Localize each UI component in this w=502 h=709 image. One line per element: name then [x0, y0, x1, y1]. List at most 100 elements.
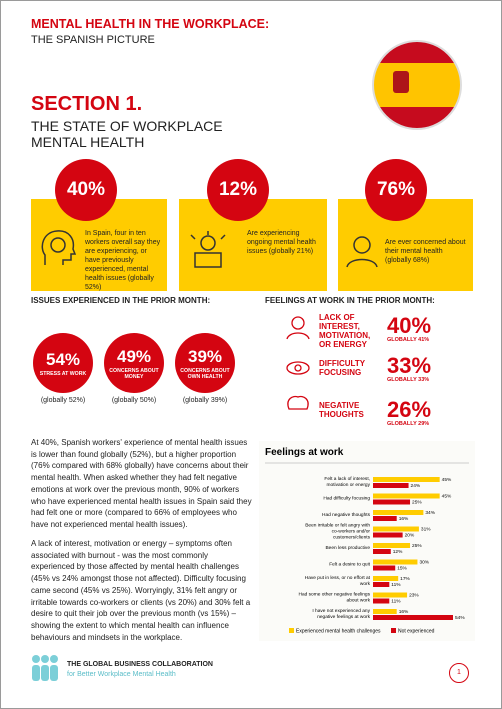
- paragraph: At 40%, Spanish workers' experience of m…: [31, 438, 252, 529]
- bar: [373, 532, 403, 538]
- value-label: 31%: [421, 526, 431, 532]
- worry-icon: [346, 236, 378, 268]
- section-subtitle: THE STATE OF WORKPLACE MENTAL HEALTH: [31, 118, 223, 150]
- stat-value: 12%: [218, 179, 258, 200]
- value-label: 54%: [455, 615, 465, 621]
- bar: [373, 483, 409, 488]
- issue-circle: 49% CONCERNS ABOUT MONEY: [104, 333, 164, 393]
- bar: [373, 493, 440, 499]
- feeling-label: NEGATIVE THOUGHTS: [319, 401, 364, 419]
- page-number: 1: [449, 663, 469, 683]
- issue-circle: 54% STRESS AT WORK: [33, 333, 93, 393]
- category-label: Been irritable or felt angry with co-work…: [305, 523, 370, 541]
- category-label: Felt a desire to quit: [329, 562, 370, 568]
- issue-value: 39%: [187, 346, 223, 366]
- category-label: I have not experienced any negative feeli…: [312, 608, 370, 620]
- legend-label: Not experienced: [398, 628, 435, 634]
- value-label: 45%: [442, 477, 452, 483]
- value-label: 17%: [400, 576, 410, 582]
- bar: [373, 609, 397, 614]
- value-label: 12%: [393, 549, 403, 555]
- value-label: 25%: [412, 499, 422, 505]
- stat-text: Are ever concerned about their mental he…: [385, 239, 466, 264]
- bar: [373, 510, 424, 515]
- feeling-global: GLOBALLY 41%: [387, 337, 430, 343]
- stat-value: 40%: [66, 179, 106, 200]
- value-label: 16%: [399, 516, 409, 522]
- chart-title: Feelings at work: [265, 447, 344, 458]
- category-label: Felt a lack of interest, motivation or en…: [324, 476, 370, 488]
- stat-value: 76%: [376, 179, 416, 200]
- spain-flag: [372, 40, 462, 130]
- bar: [373, 549, 391, 554]
- legend-swatch: [289, 628, 294, 633]
- value-label: 11%: [391, 598, 401, 604]
- legend-swatch: [391, 628, 396, 633]
- issue-label: STRESS AT WORK: [39, 370, 87, 377]
- feelings-chart: Feelings at work Felt a lack of interest…: [259, 441, 475, 641]
- head-icon: [41, 230, 77, 265]
- category-label: Had some other negative feelings about wo…: [299, 592, 371, 604]
- feeling-value: 26%: [387, 397, 432, 422]
- bar: [373, 516, 397, 521]
- stat-circle: 40%: [55, 159, 117, 221]
- value-label: 11%: [391, 582, 401, 588]
- value-label: 23%: [409, 592, 419, 598]
- bar: [373, 582, 390, 587]
- value-label: 25%: [412, 543, 422, 549]
- stat-circle: 12%: [207, 159, 269, 221]
- feeling-global: GLOBALLY 33%: [387, 377, 430, 383]
- footer-tagline: for Better Workplace Mental Health: [67, 671, 176, 678]
- issue-global: (globally 52%): [40, 397, 86, 404]
- paragraph: A lack of interest, motivation or energy…: [31, 539, 251, 642]
- issue-global: (globally 39%): [182, 397, 228, 404]
- issues-heading: ISSUES EXPERIENCED IN THE PRIOR MONTH:: [31, 296, 211, 305]
- header-title: MENTAL HEALTH IN THE WORKPLACE:: [31, 17, 270, 31]
- category-label: Have put in less, or no effort at work: [305, 575, 371, 587]
- feeling-label: LACK OF INTEREST, MOTIVATION, OR ENERGY: [319, 313, 371, 349]
- value-label: 20%: [405, 532, 415, 538]
- logo-icon: [32, 655, 58, 681]
- category-label: Been less productive: [325, 545, 370, 551]
- footer-org: THE GLOBAL BUSINESS COLLABORATION: [67, 661, 213, 668]
- section-title: SECTION 1.: [31, 93, 143, 115]
- bar: [373, 526, 419, 532]
- legend-label: Experienced mental health challenges: [296, 628, 381, 634]
- issue-value: 49%: [116, 346, 152, 366]
- value-label: 45%: [442, 493, 452, 499]
- bar: [373, 592, 408, 598]
- issue-label: CONCERNS ABOUT MONEY: [109, 367, 159, 380]
- category-label: Had difficulty focusing: [323, 496, 370, 502]
- bar: [373, 477, 440, 482]
- feeling-value: 33%: [387, 353, 432, 378]
- stat-text: In Spain, four in ten workers overall sa…: [85, 230, 161, 291]
- bar: [373, 543, 411, 548]
- bar: [373, 576, 399, 581]
- stat-circle: 76%: [365, 159, 427, 221]
- bar: [373, 559, 418, 565]
- value-label: 34%: [425, 510, 435, 516]
- feeling-global: GLOBALLY 29%: [387, 421, 430, 427]
- value-label: 16%: [399, 609, 409, 615]
- value-label: 15%: [397, 565, 407, 571]
- bar: [373, 598, 390, 604]
- issue-value: 54%: [45, 349, 81, 369]
- chart-background: [259, 441, 475, 641]
- header-subtitle: THE SPANISH PICTURE: [31, 34, 155, 46]
- issue-label: CONCERNS ABOUT OWN HEALTH: [180, 367, 230, 380]
- issue-global: (globally 50%): [111, 397, 157, 404]
- value-label: 30%: [419, 559, 429, 565]
- bar: [373, 499, 411, 505]
- bar: [373, 615, 453, 620]
- bar: [373, 565, 396, 571]
- feeling-label: DIFFICULTY FOCUSING: [319, 359, 365, 377]
- value-label: 24%: [411, 483, 421, 489]
- stat-text: Are experiencing ongoing mental health i…: [247, 230, 316, 255]
- issue-circle: 39% CONCERNS ABOUT OWN HEALTH: [175, 333, 235, 393]
- feelings-heading: FEELINGS AT WORK IN THE PRIOR MONTH:: [265, 296, 435, 305]
- feeling-value: 40%: [387, 313, 432, 338]
- category-label: Had negative thoughts: [322, 512, 371, 518]
- feelings-icons: [286, 316, 310, 410]
- stress-icon: [190, 231, 226, 268]
